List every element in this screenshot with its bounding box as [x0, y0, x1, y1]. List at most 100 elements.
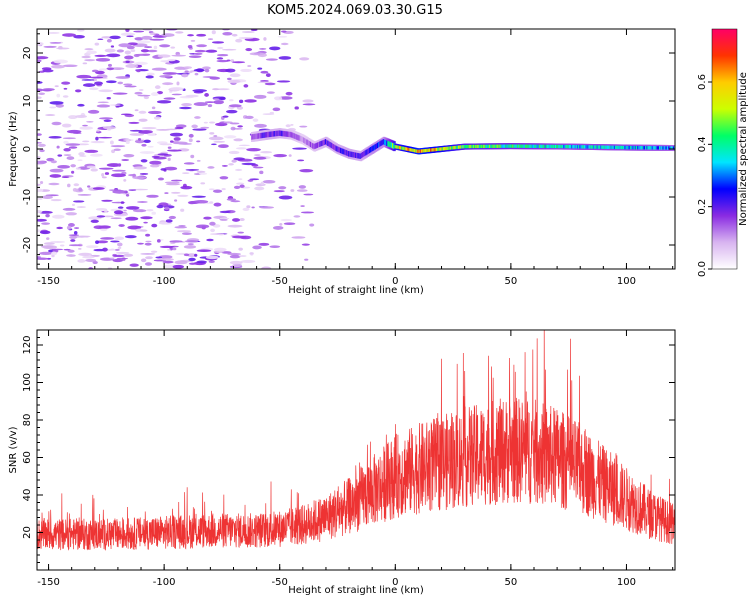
heatmap-noise-cell: [136, 201, 148, 203]
colorbar-tick-label: 0.6: [697, 74, 708, 90]
heatmap-noise-cell: [75, 89, 82, 93]
heatmap-noise-cell: [86, 165, 97, 169]
heatmap-noise-cell: [216, 57, 224, 60]
heatmap-noise-cell: [37, 41, 44, 46]
heatmap-noise-cell: [245, 115, 254, 120]
heatmap-noise-cell: [170, 179, 183, 182]
heatmap-noise-cell: [54, 85, 59, 88]
heatmap-noise-cell: [232, 263, 242, 268]
heatmap-noise-cell: [102, 247, 108, 252]
heatmap-noise-cell: [41, 195, 53, 200]
heatmap-noise-cell: [113, 148, 121, 151]
heatmap-noise-cell: [117, 206, 124, 209]
heatmap-noise-cell: [56, 226, 63, 230]
heatmap-noise-cell: [73, 35, 85, 39]
heatmap-noise-cell: [134, 37, 144, 41]
heatmap-noise-cell: [165, 183, 181, 186]
heatmap-noise-cell: [141, 35, 153, 40]
heatmap-noise-cell: [288, 154, 292, 157]
heatmap-noise-cell: [37, 188, 44, 193]
heatmap-noise-cell: [265, 58, 278, 61]
heatmap-noise-cell: [233, 185, 241, 190]
heatmap-noise-cell: [245, 48, 253, 52]
heatmap-noise-cell: [146, 72, 155, 76]
heatmap-noise-cell: [167, 249, 171, 251]
heatmap-noise-cell: [105, 80, 117, 84]
heatmap-noise-cell: [219, 217, 230, 220]
heatmap-noise-cell: [37, 218, 48, 222]
heatmap-noise-cell: [125, 140, 130, 145]
heatmap-noise-cell: [75, 167, 81, 170]
heatmap-noise-cell: [37, 88, 44, 92]
heatmap-noise-cell: [188, 257, 196, 262]
heatmap-noise-cell: [134, 139, 145, 144]
snr-x-axis: -150 -100 -50 0 50 100: [37, 330, 674, 588]
heatmap-noise-cell: [84, 48, 94, 51]
heatmap-noise-cell: [125, 60, 130, 64]
heatmap-noise-cell: [210, 233, 224, 235]
heatmap-noise-cell: [49, 101, 64, 105]
heatmap-noise-cell: [135, 53, 150, 56]
heatmap-noise-cell: [159, 143, 173, 146]
heatmap-noise-cell: [51, 121, 62, 126]
heatmap-noise-cell: [106, 163, 121, 167]
heatmap-noise-cell: [67, 249, 75, 253]
heatmap-noise-cell: [149, 32, 156, 36]
heatmap-noise-cell: [304, 258, 309, 261]
heatmap-noise-cell: [45, 114, 56, 116]
heatmap-noise-cell: [211, 30, 216, 35]
heatmap-noise-cell: [37, 143, 46, 147]
heatmap-noise-cell: [106, 38, 112, 43]
heatmap-noise-cell: [101, 36, 112, 39]
heatmap-noise-cell: [141, 126, 157, 130]
heatmap-noise-cell: [143, 139, 151, 143]
heatmap-noise-cell: [185, 240, 198, 243]
heatmap-noise-cell: [202, 66, 211, 70]
heatmap-noise-cell: [96, 104, 111, 108]
heatmap-noise-cell: [127, 174, 137, 177]
snr-y-tick-label: 40: [22, 489, 33, 502]
heatmap-noise-cell: [209, 132, 215, 135]
heatmap-noise-cell: [213, 202, 222, 207]
heatmap-noise-cell: [230, 200, 241, 203]
heatmap-noise-cell: [164, 181, 180, 184]
heatmap-noise-cell: [183, 245, 197, 249]
heatmap-noise-cell: [138, 118, 148, 122]
heatmap-noise-cell: [149, 164, 160, 168]
heatmap-noise-cell: [193, 68, 205, 72]
snr-y-tick-label: 20: [22, 526, 33, 539]
heatmap-noise-cell: [184, 70, 189, 73]
heatmap-noise-cell: [103, 119, 112, 123]
heatmap-noise-cell: [229, 73, 241, 78]
heatmap-noise-cell: [98, 68, 108, 71]
heatmap-noise-cell: [41, 67, 52, 71]
heatmap-noise-cell: [56, 93, 61, 98]
heatmap-noise-cell: [82, 255, 95, 259]
heatmap-noise-cell: [223, 121, 233, 124]
heatmap-noise-cell: [50, 160, 57, 164]
heatmap-noise-cell: [43, 242, 55, 245]
heatmap-noise-cell: [182, 172, 190, 175]
heatmap-noise-cell: [37, 229, 41, 233]
heatmap-noise-cell: [234, 168, 243, 171]
heatmap-noise-cell: [223, 135, 237, 139]
heatmap-noise-cell: [78, 187, 83, 192]
heatmap-noise-cell: [187, 243, 194, 246]
heatmap-noise-cell: [170, 191, 181, 194]
heatmap-noise-cell: [62, 137, 76, 140]
heatmap-noise-cell: [216, 53, 229, 57]
heatmap-noise-cell: [213, 247, 227, 252]
heatmap-noise-cell: [106, 53, 121, 58]
heatmap-noise-cell: [117, 163, 122, 167]
heatmap-noise-cell: [196, 33, 207, 37]
heatmap-noise-cell: [188, 262, 197, 265]
heatmap-noise-cell: [77, 259, 86, 263]
heatmap-noise-cell: [128, 189, 137, 191]
heatmap-noise-cell: [37, 257, 49, 260]
heatmap-noise-cell: [87, 185, 91, 188]
heatmap-noise-cell: [56, 145, 60, 149]
heatmap-noise-cell: [66, 129, 82, 134]
heatmap-noise-cell: [204, 101, 216, 104]
heatmap-noise-cell: [236, 182, 245, 185]
